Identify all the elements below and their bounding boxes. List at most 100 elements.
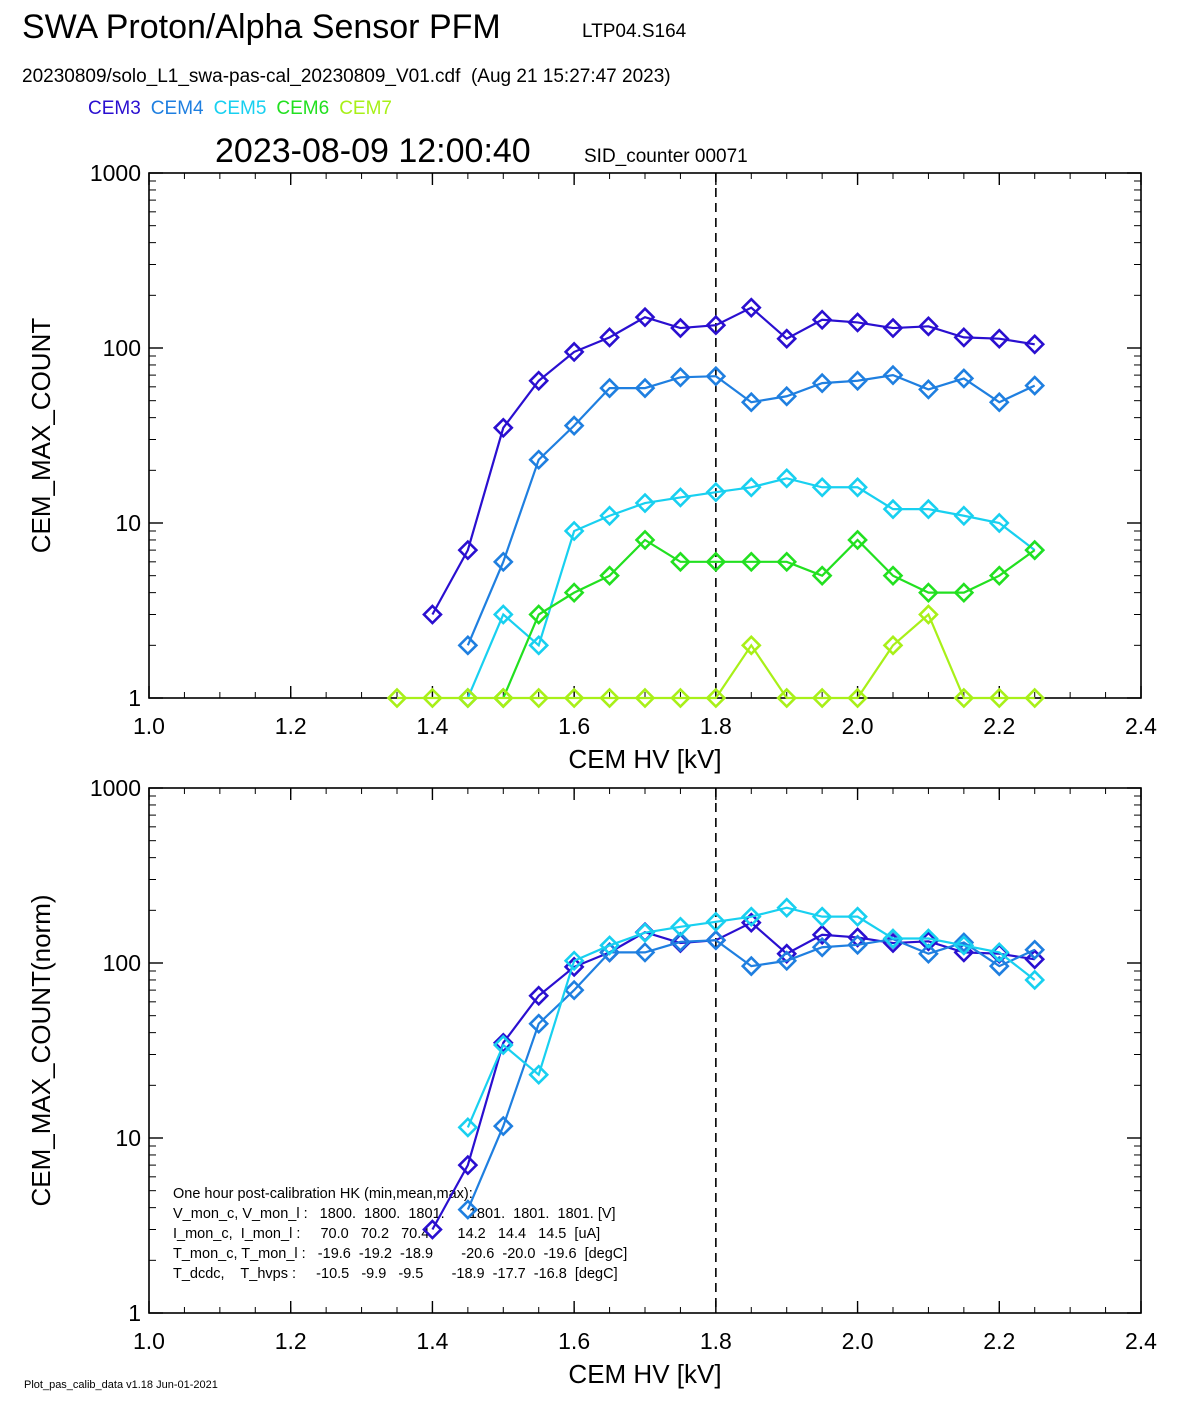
data-point	[847, 687, 868, 709]
series-2	[457, 364, 1046, 656]
data-point	[670, 551, 691, 573]
data-point	[1024, 333, 1046, 355]
data-point	[918, 943, 939, 965]
data-point	[1024, 948, 1046, 970]
data-point	[705, 481, 727, 503]
data-point	[847, 370, 868, 392]
data-point	[705, 314, 727, 336]
data-point	[776, 328, 798, 350]
run-tag: LTP04.S164	[582, 21, 687, 42]
data-point	[528, 449, 550, 471]
data-point	[563, 582, 585, 603]
data-point	[776, 687, 798, 709]
x-tick-label: 1.0	[133, 713, 165, 739]
data-point	[634, 942, 656, 963]
y-tick-label: 1	[128, 1300, 141, 1326]
x-tick-label: 2.4	[1125, 713, 1157, 739]
data-point	[882, 928, 904, 949]
data-point	[634, 687, 656, 709]
data-point	[634, 377, 656, 399]
data-point	[422, 604, 443, 625]
data-point	[492, 1032, 514, 1054]
x-tick-label: 1.0	[133, 1328, 165, 1354]
data-point	[740, 297, 762, 319]
legend-item-cem3: CEM3	[88, 98, 141, 119]
data-point	[776, 897, 798, 919]
chart-panel-1: 1.0 1.2 1.4 1.6 1.8 2.0 2.2 2.4 1 10 100 1000 CEM HV…	[26, 160, 1157, 774]
y-tick-label: 1	[128, 685, 141, 711]
data-point	[988, 955, 1010, 977]
data-point	[811, 309, 833, 331]
data-point	[492, 687, 514, 709]
data-point	[988, 512, 1010, 534]
data-point	[847, 934, 868, 956]
data-point	[918, 315, 939, 337]
series-line	[466, 477, 1036, 699]
y-tick-label: 10	[115, 1125, 141, 1151]
data-point	[740, 476, 762, 498]
data-point	[1024, 687, 1046, 709]
data-point	[776, 943, 798, 965]
data-point	[740, 906, 762, 927]
data-point	[563, 341, 585, 363]
data-point	[882, 634, 904, 656]
data-point	[882, 364, 904, 386]
series-4	[492, 529, 1046, 709]
data-point	[811, 906, 833, 927]
series-line	[431, 306, 1035, 616]
data-point	[705, 929, 727, 951]
data-point	[492, 604, 514, 625]
hk-line: One hour post-calibration HK (min,mean,m…	[173, 1186, 473, 1202]
data-point	[563, 979, 585, 1001]
data-point	[1024, 539, 1046, 561]
data-point	[811, 565, 833, 587]
data-point	[670, 487, 691, 508]
data-point	[1024, 939, 1046, 961]
data-point	[457, 687, 479, 709]
data-point	[953, 327, 975, 348]
data-point	[457, 539, 479, 561]
data-point	[492, 417, 514, 439]
data-point	[918, 379, 939, 400]
hk-line: V_mon_c, V_mon_l : 1800. 1800. 1801. 180…	[173, 1206, 616, 1222]
data-point	[740, 634, 762, 656]
data-point	[670, 317, 691, 339]
series-line	[397, 612, 1035, 700]
x-tick-label: 1.2	[275, 1328, 307, 1354]
series-3	[457, 897, 1046, 1138]
data-point	[563, 950, 585, 972]
data-point	[599, 327, 620, 348]
series-5	[386, 604, 1046, 709]
data-point	[492, 1115, 514, 1137]
data-point	[988, 687, 1010, 709]
data-point	[776, 467, 798, 489]
x-tick-label: 1.4	[416, 1328, 448, 1354]
timestamp: 2023-08-09 12:00:40	[215, 132, 531, 170]
data-point	[457, 634, 479, 656]
y-tick-label: 1000	[90, 160, 141, 186]
data-point	[670, 931, 691, 953]
data-point	[953, 505, 975, 527]
x-tick-label: 1.8	[700, 1328, 732, 1354]
data-point	[847, 476, 868, 498]
data-point	[811, 476, 833, 498]
series-line	[466, 906, 1036, 1128]
data-point	[457, 1154, 479, 1176]
data-point	[776, 551, 798, 573]
sid-counter: SID_counter 00071	[584, 146, 748, 167]
data-point	[705, 551, 727, 573]
x-tick-label: 1.6	[558, 713, 590, 739]
series-line	[502, 538, 1036, 699]
data-point	[528, 1064, 550, 1086]
data-point	[422, 1219, 443, 1240]
legend-item-cem6: CEM6	[276, 98, 330, 119]
series-line	[431, 921, 1035, 1231]
data-point	[740, 391, 762, 413]
y-axis-title: CEM_MAX_COUNT	[26, 318, 56, 554]
data-point	[918, 604, 939, 625]
data-point	[1024, 375, 1046, 396]
hk-line: T_mon_c, T_mon_l : -19.6 -19.2 -18.9 -20…	[173, 1246, 627, 1262]
data-point	[988, 565, 1010, 587]
y-tick-label: 100	[103, 950, 141, 976]
series-1	[422, 297, 1046, 625]
